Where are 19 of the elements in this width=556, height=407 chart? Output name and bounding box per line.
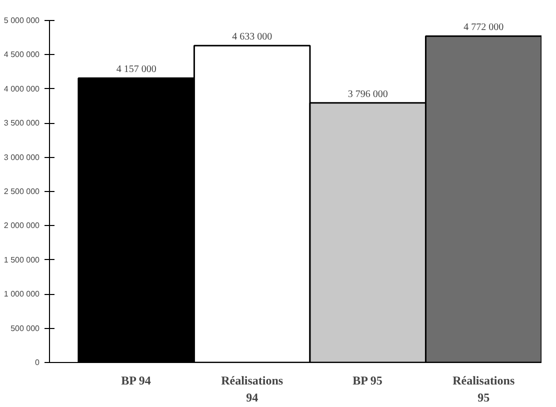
y-tick-label: 3 000 000 <box>4 152 40 162</box>
x-tick-label: Réalisations 95 <box>452 374 515 404</box>
y-tick-label: 0 <box>35 358 40 367</box>
y-tick-label: 1 000 000 <box>4 290 40 299</box>
data-label: 4 633 000 <box>232 32 272 43</box>
data-label: 3 796 000 <box>348 88 388 100</box>
x-tick-label: Réalisations 94 <box>221 374 284 404</box>
y-tick-label: 5 000 000 <box>4 16 40 25</box>
data-label: 4 157 000 <box>116 64 156 76</box>
y-tick-label: 500 000 <box>10 324 40 333</box>
y-tick-label: 2 000 000 <box>4 221 40 230</box>
data-label: 4 772 000 <box>464 22 504 34</box>
y-tick-label: 1 500 000 <box>4 255 40 264</box>
y-tick-label: 3 500 000 <box>4 118 40 128</box>
y-tick-label: 4 500 000 <box>4 50 40 60</box>
y-tick-label: 2 500 000 <box>4 187 40 196</box>
x-tick-label: BP 94 <box>121 374 151 388</box>
y-tick-label: 4 000 000 <box>4 84 40 94</box>
x-tick-label: BP 95 <box>352 374 382 388</box>
